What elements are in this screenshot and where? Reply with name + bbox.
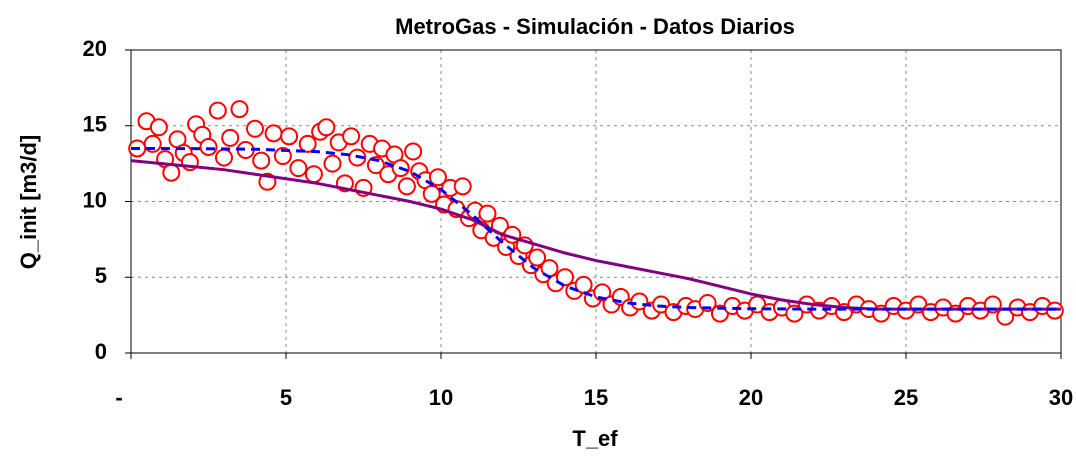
data-point [397,177,416,196]
x-axis-label: T_ef [572,426,618,451]
data-point [215,148,233,167]
data-point [199,137,218,156]
x-tick-label: 20 [739,385,763,410]
data-point [428,168,447,187]
x-tick-label: 5 [280,385,292,410]
y-tick-label: 20 [83,36,107,61]
data-point [208,101,227,120]
data-point [317,118,336,137]
data-point [289,159,308,178]
data-point [528,248,547,267]
plot-frame [130,49,1062,354]
x-tick-label: 10 [429,385,453,410]
data-point [298,134,317,153]
curve [130,146,1061,311]
data-point [304,165,323,184]
data-point [323,154,342,173]
data-point [230,100,249,119]
y-tick-label: 15 [83,112,107,137]
data-point [453,177,472,196]
data-point [556,268,574,287]
data-point [264,124,283,143]
x-tick-label: 25 [894,385,918,410]
data-point [162,163,181,182]
y-tick-label: 0 [95,339,107,364]
y-tick-label: 10 [83,187,107,212]
data-point [478,204,497,223]
data-point [246,119,264,138]
data-point [252,151,271,170]
x-tick-label: - [115,385,122,410]
data-point [280,127,299,146]
data-point [574,275,593,294]
x-tick-label: 15 [584,385,608,410]
data-point [273,147,292,166]
x-tick-label: 30 [1049,385,1073,410]
data-point [221,128,240,147]
data-point [1045,301,1064,320]
y-axis-label: Q_init [m3/d] [16,135,41,269]
data-point [422,184,441,203]
y-tick-label: 5 [95,263,107,288]
data-point [404,142,423,161]
data-point [366,156,385,175]
data-point [342,127,361,146]
data-point [149,118,168,137]
chart-title: MetroGas - Simulación - Datos Diarios [395,14,795,39]
